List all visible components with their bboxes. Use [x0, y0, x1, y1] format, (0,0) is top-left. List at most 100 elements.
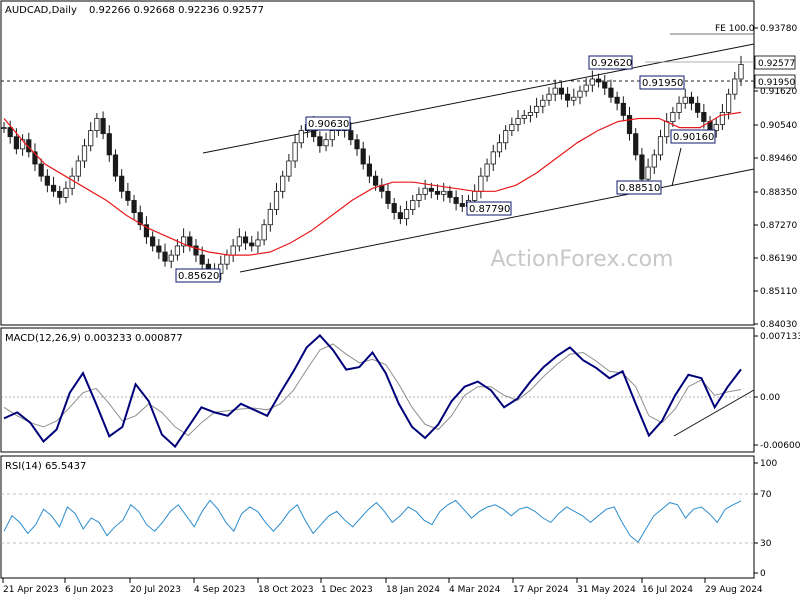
price-tick-8: 0.84030: [760, 320, 797, 330]
svg-text:0.92577: 0.92577: [758, 59, 795, 69]
candle-body: [701, 111, 707, 122]
candle-body: [94, 118, 100, 132]
candle-body: [527, 111, 534, 116]
price-tick-4: 0.88350: [760, 188, 797, 198]
candle-body: [323, 139, 329, 147]
candle-body: [434, 190, 441, 195]
candle-body: [255, 239, 261, 247]
candle-body: [100, 118, 106, 135]
candle-body: [150, 236, 156, 247]
candle-body: [589, 78, 595, 86]
candle-body: [534, 105, 540, 113]
candle-body: [620, 102, 626, 116]
rsi-tick-30: 30: [760, 539, 772, 549]
candle-body: [614, 96, 620, 104]
candle-body: [664, 121, 670, 138]
candle-body: [738, 64, 744, 80]
candle-body: [459, 203, 465, 207]
macd-tick-0: 0.007133: [760, 332, 800, 342]
swing-connector-line: [671, 147, 682, 187]
candle-body: [540, 99, 546, 107]
svg-text:0.91950: 0.91950: [758, 78, 795, 88]
candle-body: [645, 166, 651, 180]
price-axis: 0.93780 0.91620 0.90540 0.89460 0.88350 …: [754, 24, 797, 330]
candle-body: [143, 224, 150, 238]
candle-body: [651, 154, 657, 168]
candle-body: [447, 190, 453, 198]
candle-body: [317, 136, 323, 147]
candle-body: [81, 145, 88, 162]
candle-body: [422, 187, 428, 195]
svg-text:0.90160: 0.90160: [673, 132, 714, 143]
candle-body: [230, 245, 236, 256]
date-tick-9: 31 May 2024: [577, 585, 636, 595]
candle-body: [472, 190, 478, 201]
candle-body: [292, 142, 298, 162]
candle-body: [397, 212, 403, 220]
rsi-axis: 100 70 30 0: [754, 459, 777, 579]
candle-body: [496, 142, 503, 153]
candle-body: [633, 133, 639, 156]
price-tick-5: 0.87270: [760, 221, 797, 231]
moving-average-line: [3, 111, 742, 256]
date-tick-11: 29 Aug 2024: [705, 585, 763, 595]
candle-body: [713, 124, 719, 132]
candle-body: [329, 130, 335, 141]
candle-body: [428, 187, 434, 192]
candle-body: [236, 236, 242, 247]
candle-body: [32, 151, 38, 165]
candle-body: [372, 175, 379, 186]
candle-body: [719, 111, 726, 125]
fe-label: FE 100.0: [715, 24, 755, 34]
svg-text:0.88510: 0.88510: [619, 183, 660, 194]
date-tick-7: 4 Mar 2024: [449, 585, 501, 595]
candle-body: [174, 245, 181, 256]
rsi-label: RSI(14) 65.5437: [5, 461, 86, 472]
rsi-line: [3, 499, 742, 543]
candlestick-series: [1, 55, 744, 281]
candle-body: [181, 236, 187, 247]
candle-body: [242, 236, 249, 244]
rsi-tick-0: 0: [760, 569, 766, 579]
chart-title: AUDCAD,Daily: [5, 5, 77, 16]
candle-body: [156, 245, 162, 253]
candle-body: [416, 193, 422, 201]
candle-body: [385, 190, 391, 204]
candle-body: [38, 163, 44, 177]
svg-text:0.91950: 0.91950: [642, 78, 683, 89]
candle-body: [354, 139, 360, 150]
date-tick-2: 20 Jul 2023: [130, 585, 181, 595]
candle-body: [509, 124, 515, 132]
annotation-label-0.88510: 0.88510: [616, 180, 662, 195]
date-tick-1: 6 Jun 2023: [65, 585, 113, 595]
macd-main-line: [3, 333, 742, 449]
candle-body: [75, 160, 81, 177]
candle-body: [515, 118, 521, 125]
key-level-price-label: 0.91950: [754, 74, 795, 89]
date-tick-3: 4 Sep 2023: [194, 585, 245, 595]
candle-body: [726, 93, 732, 113]
macd-axis: 0.007133 0.00 -0.006003: [754, 332, 800, 451]
candle-body: [13, 136, 19, 150]
candle-body: [360, 148, 366, 165]
candle-body: [7, 127, 13, 138]
last-price-label: 0.92577: [754, 55, 796, 70]
candle-body: [571, 96, 577, 101]
price-tick-6: 0.86190: [760, 254, 797, 264]
candle-body: [410, 200, 416, 210]
candle-body: [558, 87, 564, 95]
channel-lower-line: [239, 168, 755, 273]
candle-body: [137, 212, 143, 226]
candle-body: [1, 127, 7, 129]
candle-body: [670, 111, 676, 122]
candle-body: [391, 203, 397, 213]
candle-body: [639, 154, 645, 180]
macd-tick-2: -0.006003: [760, 441, 800, 451]
candle-body: [50, 184, 57, 192]
candle-body: [44, 175, 50, 186]
candle-body: [441, 190, 447, 195]
candle-body: [249, 242, 255, 247]
candle-body: [602, 81, 608, 89]
